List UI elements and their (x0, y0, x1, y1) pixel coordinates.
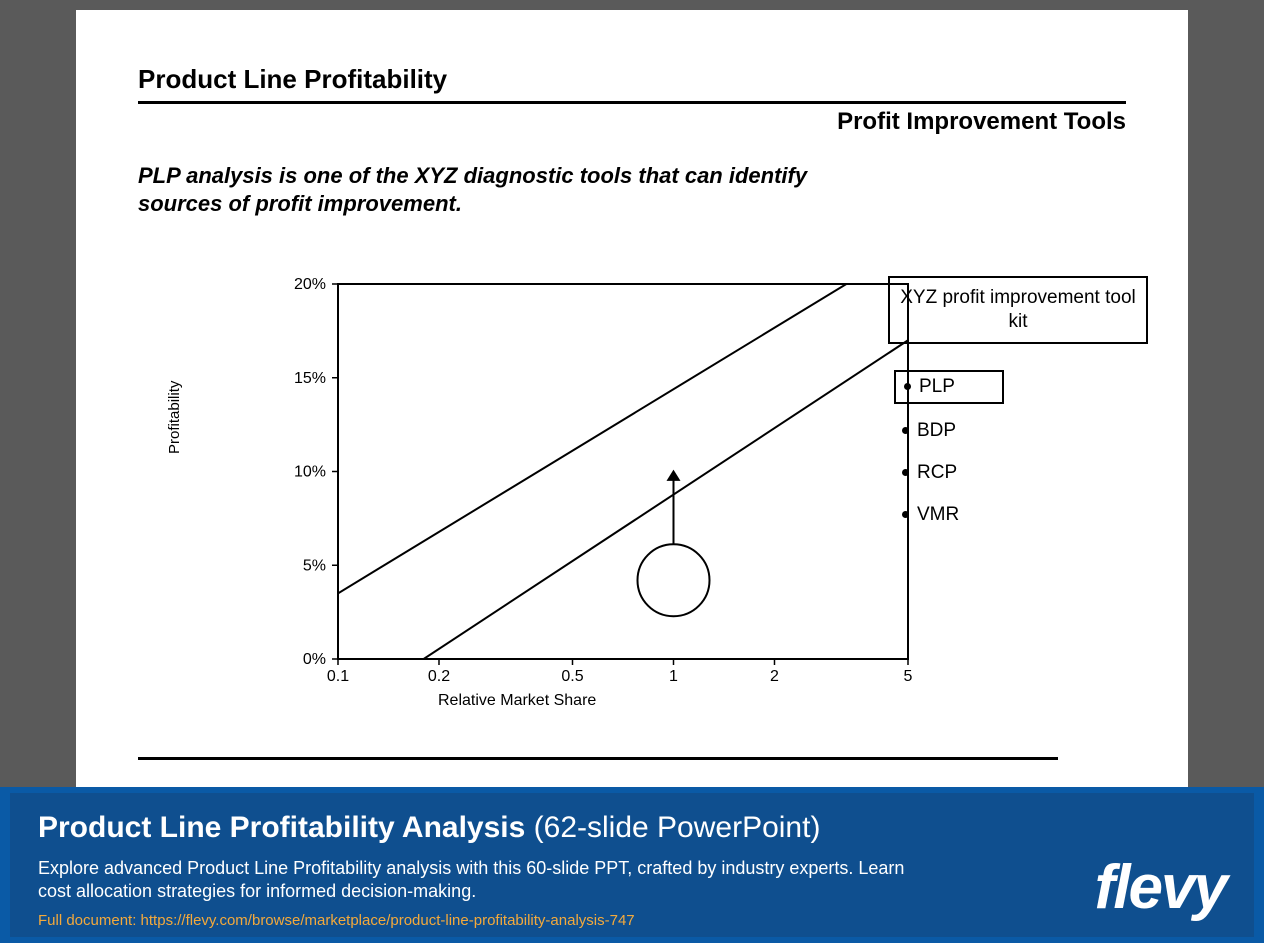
footer-banner: Product Line Profitability Analysis (62-… (0, 787, 1264, 943)
toolkit-item-vmr: VMR (894, 500, 1148, 530)
svg-text:10%: 10% (294, 464, 326, 481)
svg-text:1: 1 (669, 668, 678, 685)
toolkit-item-plp: PLP (894, 370, 1004, 404)
slide-subtitle: Profit Improvement Tools (138, 108, 1126, 136)
slide-title: Product Line Profitability (138, 64, 1126, 95)
x-axis-label: Relative Market Share (438, 692, 596, 710)
svg-text:2: 2 (770, 668, 779, 685)
slide-body: Product Line Profitability Profit Improv… (138, 64, 1126, 217)
slide: Product Line Profitability Profit Improv… (76, 10, 1188, 790)
lead-text: PLP analysis is one of the XYZ diagnosti… (138, 162, 858, 217)
profitability-chart: 0% 5% 10% 15% 20% 0.1 0.2 0.5 1 2 5 (198, 274, 918, 724)
svg-text:20%: 20% (294, 276, 326, 293)
toolkit-item-bdp: BDP (894, 416, 1148, 446)
y-axis-label: Profitability (166, 381, 183, 454)
banner-link[interactable]: https://flevy.com/browse/marketplace/pro… (141, 912, 635, 929)
brand-logo: flevy (1095, 852, 1226, 923)
svg-text:0.2: 0.2 (428, 668, 450, 685)
svg-text:15%: 15% (294, 370, 326, 387)
banner-link-prefix: Full document: (38, 912, 141, 929)
toolkit-list: PLP BDP RCP VMR (888, 370, 1148, 530)
svg-text:0%: 0% (303, 651, 326, 668)
bottom-rule (138, 757, 1058, 760)
toolkit-panel: XYZ profit improvement tool kit PLP BDP RC… (888, 276, 1148, 542)
svg-text:0.1: 0.1 (327, 668, 349, 685)
banner-title-bold: Product Line Profitability Analysis (38, 811, 525, 844)
banner-title: Product Line Profitability Analysis (62-… (38, 811, 1226, 845)
svg-text:5%: 5% (303, 557, 326, 574)
title-rule (138, 101, 1126, 104)
banner-title-light: (62-slide PowerPoint) (534, 811, 821, 844)
toolkit-header: XYZ profit improvement tool kit (888, 276, 1148, 344)
banner-link-line: Full document: https://flevy.com/browse/… (38, 912, 1226, 929)
svg-text:5: 5 (904, 668, 913, 685)
banner-description: Explore advanced Product Line Profitabil… (38, 857, 908, 904)
footer-banner-inner: Product Line Profitability Analysis (62-… (10, 793, 1254, 937)
toolkit-item-rcp: RCP (894, 458, 1148, 488)
chart-region: Profitability 0%5%10%15%20%0.10.20.5125 … (138, 274, 1126, 724)
svg-text:0.5: 0.5 (561, 668, 583, 685)
